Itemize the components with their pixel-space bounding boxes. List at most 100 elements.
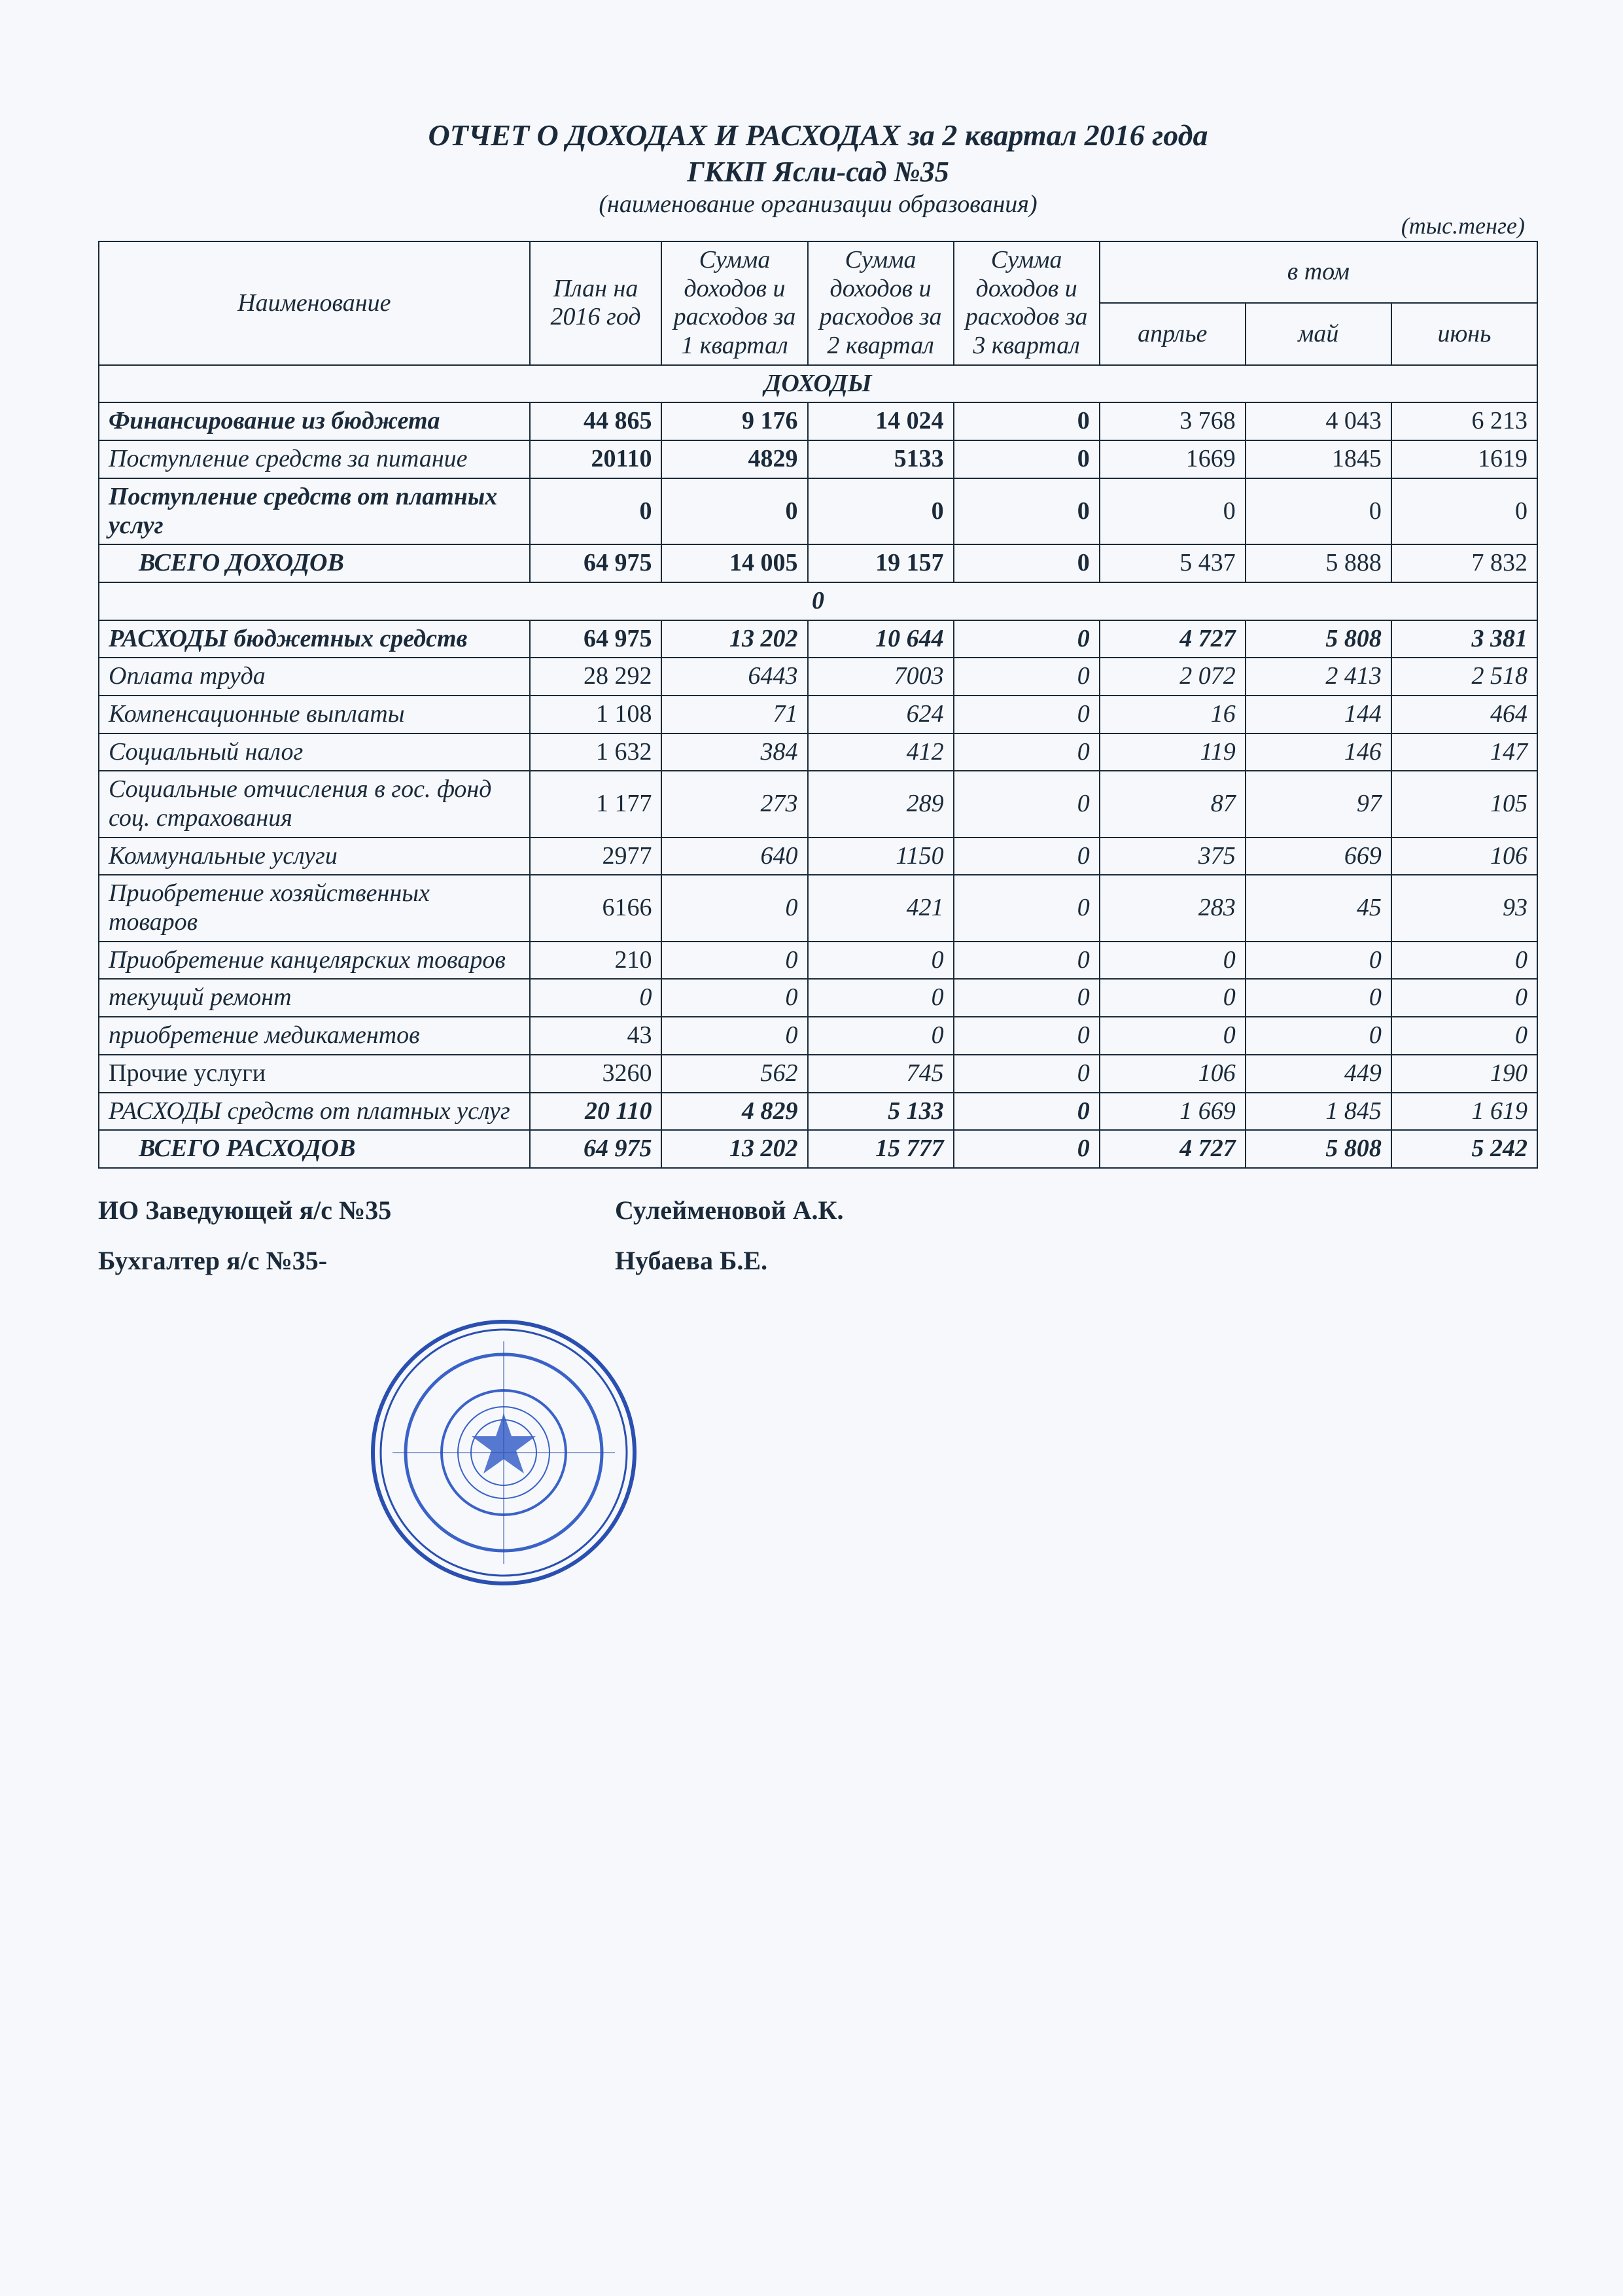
col-vtom: в том <box>1100 241 1537 303</box>
row-label: Коммунальные услуги <box>99 838 530 875</box>
table-row: Компенсационные выплаты 1 108 71 624 0 1… <box>99 696 1537 733</box>
cell: 412 <box>808 733 954 771</box>
signature-row: ИО Заведующей я/с №35 Сулейменовой А.К. <box>98 1195 1538 1226</box>
cell: 0 <box>954 1055 1100 1093</box>
cell: 106 <box>1391 838 1537 875</box>
cell: 1 619 <box>1391 1093 1537 1131</box>
cell: 0 <box>1100 942 1246 980</box>
cell: 20 110 <box>530 1093 662 1131</box>
cell: 0 <box>661 1017 807 1055</box>
cell: 14 005 <box>661 544 807 582</box>
col-q1: Сумма доходов и расходов за 1 квартал <box>661 241 807 365</box>
row-label: Финансирование из бюджета <box>99 402 530 440</box>
cell: 14 024 <box>808 402 954 440</box>
table-row: Приобретение канцелярских товаров 210 0 … <box>99 942 1537 980</box>
cell: 0 <box>1100 1017 1246 1055</box>
cell: 0 <box>954 658 1100 696</box>
cell: 7003 <box>808 658 954 696</box>
cell: 5 808 <box>1246 1130 1391 1168</box>
section-income-head: ДОХОДЫ <box>99 365 1537 403</box>
title-line-2: ГККП Ясли-сад №35 <box>98 155 1538 188</box>
report-table: Наименование План на 2016 год Сумма дохо… <box>98 241 1538 1169</box>
cell: 210 <box>530 942 662 980</box>
row-label: Прочие услуги <box>99 1055 530 1093</box>
cell: 9 176 <box>661 402 807 440</box>
signature-block: ИО Заведующей я/с №35 Сулейменовой А.К. … <box>98 1195 1538 1276</box>
cell: 0 <box>808 1017 954 1055</box>
row-label: ВСЕГО ДОХОДОВ <box>99 544 530 582</box>
cell: 1 845 <box>1246 1093 1391 1131</box>
cell: 7 832 <box>1391 544 1537 582</box>
cell: 119 <box>1100 733 1246 771</box>
cell: 669 <box>1246 838 1391 875</box>
cell: 0 <box>954 478 1100 544</box>
table-row: РАСХОДЫ бюджетных средств 64 975 13 202 … <box>99 620 1537 658</box>
cell: 0 <box>1391 478 1537 544</box>
cell: 384 <box>661 733 807 771</box>
cell: 0 <box>1100 478 1246 544</box>
signature-label-1: ИО Заведующей я/с №35 <box>98 1195 438 1226</box>
cell: 5 242 <box>1391 1130 1537 1168</box>
signature-label-2: Бухгалтер я/с №35- <box>98 1245 438 1276</box>
cell: 3 381 <box>1391 620 1537 658</box>
cell: 5 437 <box>1100 544 1246 582</box>
cell: 0 <box>954 440 1100 478</box>
cell: 2977 <box>530 838 662 875</box>
cell: 6166 <box>530 875 662 941</box>
cell: 5133 <box>808 440 954 478</box>
cell: 0 <box>954 620 1100 658</box>
table-row: Финансирование из бюджета 44 865 9 176 1… <box>99 402 1537 440</box>
table-row: Социальный налог 1 632 384 412 0 119 146… <box>99 733 1537 771</box>
title-block: ОТЧЕТ О ДОХОДАХ И РАСХОДАХ за 2 квартал … <box>98 118 1538 219</box>
cell: 1 669 <box>1100 1093 1246 1131</box>
cell: 4 727 <box>1100 1130 1246 1168</box>
col-month-2: май <box>1246 303 1391 364</box>
row-label: Оплата труда <box>99 658 530 696</box>
cell: 106 <box>1100 1055 1246 1093</box>
table-row: Оплата труда 28 292 6443 7003 0 2 072 2 … <box>99 658 1537 696</box>
cell: 87 <box>1100 771 1246 837</box>
cell: 0 <box>954 771 1100 837</box>
row-label: текущий ремонт <box>99 979 530 1017</box>
cell: 4 829 <box>661 1093 807 1131</box>
table-row: текущий ремонт 0 0 0 0 0 0 0 <box>99 979 1537 1017</box>
cell: 4829 <box>661 440 807 478</box>
row-label: РАСХОДЫ средств от платных услуг <box>99 1093 530 1131</box>
cell: 0 <box>1246 942 1391 980</box>
table-row: Приобретение хозяйственных товаров 6166 … <box>99 875 1537 941</box>
cell: 64 975 <box>530 544 662 582</box>
cell: 283 <box>1100 875 1246 941</box>
cell: 44 865 <box>530 402 662 440</box>
cell: 5 888 <box>1246 544 1391 582</box>
signature-name-2: Нубаева Б.Е. <box>615 1245 767 1276</box>
cell: 43 <box>530 1017 662 1055</box>
row-label: Приобретение хозяйственных товаров <box>99 875 530 941</box>
col-q2: Сумма доходов и расходов за 2 квартал <box>808 241 954 365</box>
cell: 105 <box>1391 771 1537 837</box>
cell: 2 518 <box>1391 658 1537 696</box>
row-label: РАСХОДЫ бюджетных средств <box>99 620 530 658</box>
cell: 3260 <box>530 1055 662 1093</box>
cell: 13 202 <box>661 620 807 658</box>
table-row: ВСЕГО РАСХОДОВ 64 975 13 202 15 777 0 4 … <box>99 1130 1537 1168</box>
table-row: РАСХОДЫ средств от платных услуг 20 110 … <box>99 1093 1537 1131</box>
cell: 0 <box>1246 979 1391 1017</box>
cell: 0 <box>1246 478 1391 544</box>
cell: 190 <box>1391 1055 1537 1093</box>
cell: 1150 <box>808 838 954 875</box>
cell: 10 644 <box>808 620 954 658</box>
row-label: Поступление средств за питание <box>99 440 530 478</box>
cell: 0 <box>661 942 807 980</box>
cell: 1 108 <box>530 696 662 733</box>
cell: 6 213 <box>1391 402 1537 440</box>
spacer-zero: 0 <box>99 582 1537 620</box>
cell: 0 <box>954 402 1100 440</box>
table-row: ВСЕГО ДОХОДОВ 64 975 14 005 19 157 0 5 4… <box>99 544 1537 582</box>
cell: 146 <box>1246 733 1391 771</box>
income-heading: ДОХОДЫ <box>99 365 1537 403</box>
cell: 0 <box>530 979 662 1017</box>
cell: 4 043 <box>1246 402 1391 440</box>
col-plan: План на 2016 год <box>530 241 662 365</box>
cell: 0 <box>954 979 1100 1017</box>
cell: 5 808 <box>1246 620 1391 658</box>
